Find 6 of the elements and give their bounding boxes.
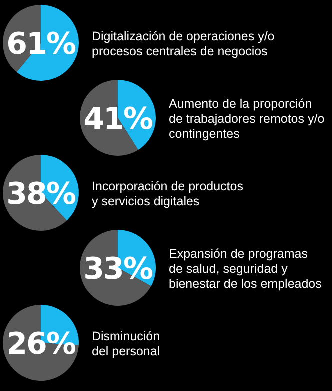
text: Expansión de programas de salud, seguridad y bienestar de los empleados <box>169 247 322 291</box>
text: Disminución del personal <box>92 330 160 358</box>
text: 26% <box>6 327 76 362</box>
text: Incorporación de productos y servicios digitales <box>92 180 244 208</box>
text: Aumento de la proporción de trabajadores remotos y/o contingentes <box>169 97 325 141</box>
text: Digitalización de operaciones y/o procesos centrales de negocios <box>92 30 275 58</box>
